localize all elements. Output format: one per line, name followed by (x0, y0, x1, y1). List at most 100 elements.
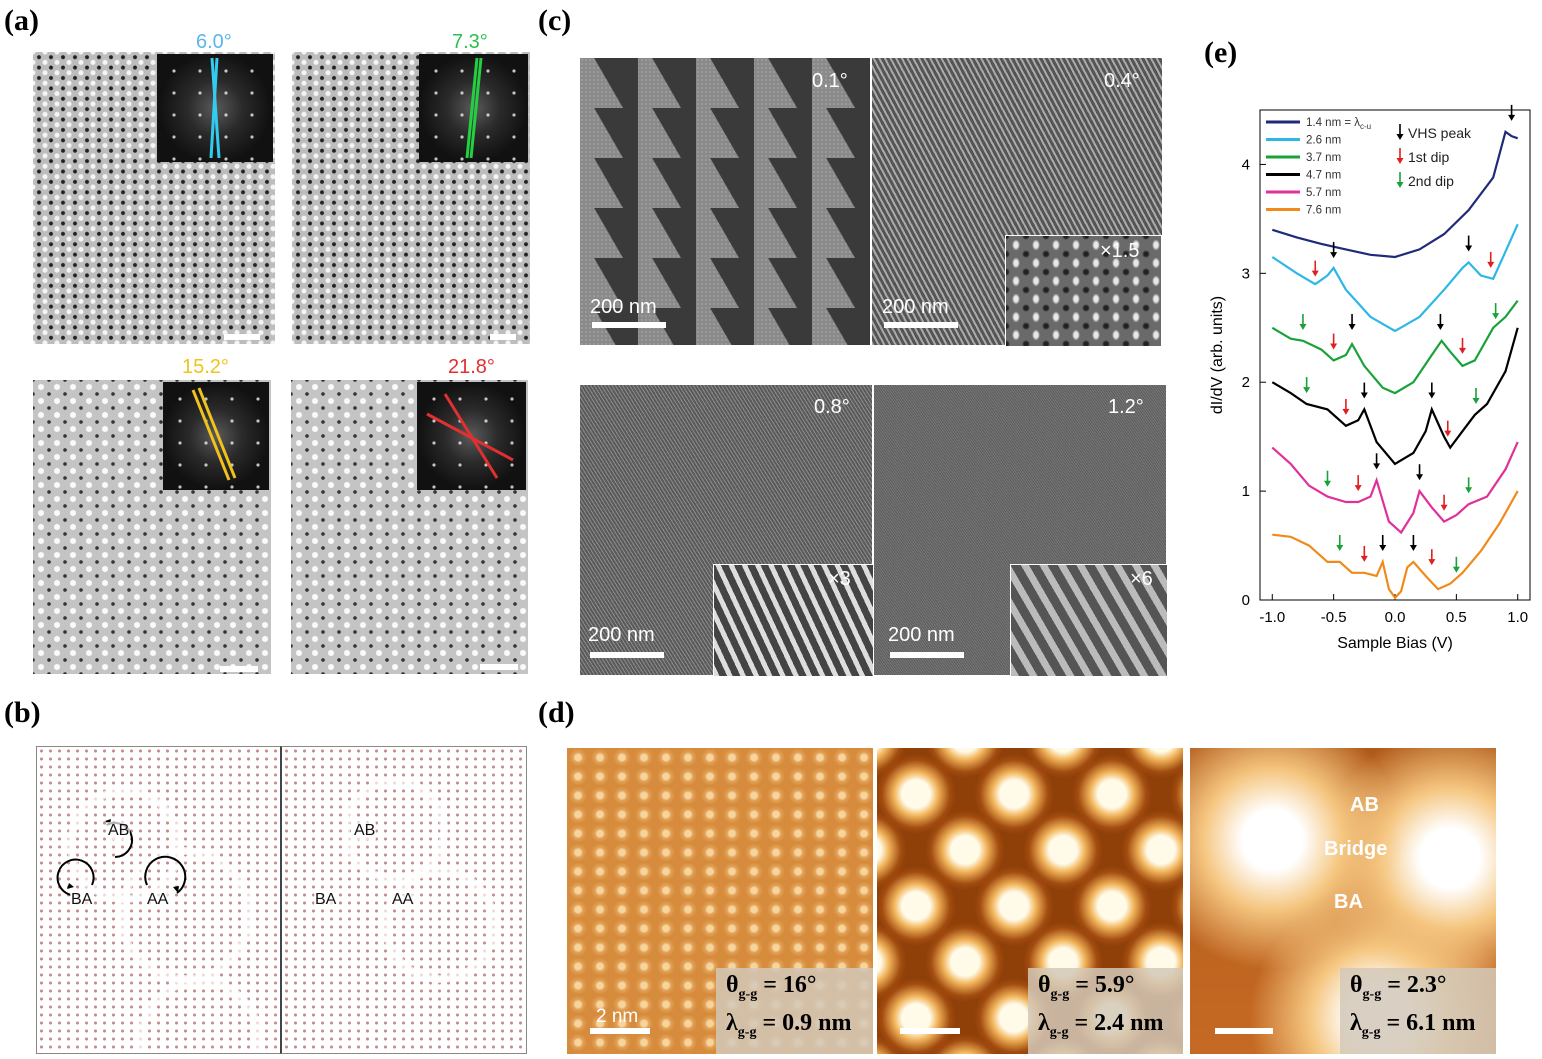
scale-bar-c3 (590, 652, 664, 658)
zoom-label-x3: ×3 (828, 568, 851, 590)
feature-arrow (1428, 549, 1436, 566)
panel-label-d: (d) (538, 696, 575, 729)
region-label-ab-left: AB (107, 822, 131, 840)
region-label-ab-right: AB (353, 822, 377, 840)
legend-label-0: 1.4 nm = λc-u (1306, 117, 1371, 131)
region-label-ba-left: BA (70, 891, 94, 909)
feature-arrow (1428, 382, 1436, 399)
stm-label-ab: AB (1350, 794, 1379, 816)
legend-label-4: 5.7 nm (1306, 187, 1341, 199)
feature-arrow (1330, 242, 1338, 259)
feature-arrow (1373, 453, 1381, 470)
feature-arrow (1436, 313, 1444, 330)
x-tick-label: 0.5 (1446, 609, 1467, 626)
feature-arrow (1472, 388, 1480, 404)
angle-label-21-8deg: 21.8° (448, 356, 495, 378)
series-line-3 (1271, 327, 1519, 466)
feature-arrow (1416, 464, 1424, 481)
y-tick-label: 3 (1242, 265, 1250, 282)
scale-bar-a1 (224, 334, 260, 340)
fft-inset-21-8deg (417, 382, 526, 490)
x-tick-label: 0.0 (1385, 609, 1406, 626)
y-tick-label: 0 (1242, 592, 1250, 609)
arrow-legend-label-1: 1st dip (1408, 149, 1449, 165)
arrow-legend-marker (1396, 148, 1404, 164)
legend-label-5: 7.6 nm (1306, 205, 1341, 217)
y-tick-label: 2 (1242, 374, 1250, 391)
feature-arrow (1342, 398, 1350, 415)
y-axis-label: dI/dV (arb. units) (1209, 296, 1226, 414)
feature-arrow (1354, 475, 1362, 492)
scale-text-c2: 200 nm (882, 296, 949, 318)
fft-inset-6deg (157, 54, 273, 162)
feature-arrow (1508, 104, 1516, 121)
feature-arrow (1444, 420, 1452, 437)
arrow-legend-label-0: VHS peak (1408, 125, 1472, 141)
feature-arrow (1409, 535, 1417, 551)
feature-arrow (1324, 470, 1331, 487)
region-label-aa-left: AA (146, 891, 170, 909)
series-line-0 (1271, 129, 1519, 259)
feature-arrow (1299, 313, 1307, 330)
y-tick-label: 4 (1242, 156, 1250, 173)
legend-label-2: 3.7 nm (1306, 152, 1341, 164)
x-axis-label: Sample Bias (V) (1337, 635, 1453, 652)
stm-label-bridge: Bridge (1324, 838, 1388, 860)
feature-arrow (1465, 235, 1473, 252)
parameter-box-16deg: θg-g = 16° λg-g = 0.9 nm (716, 968, 873, 1054)
zoom-inset-x3 (713, 564, 874, 677)
x-tick-label: -0.5 (1321, 609, 1347, 626)
arrow-legend-marker (1396, 124, 1404, 140)
feature-arrow (1336, 535, 1344, 551)
zoom-inset-x1-5 (1005, 235, 1162, 347)
angle-label-1-2deg: 1.2° (1108, 396, 1144, 418)
angle-label-7-3deg: 7.3° (452, 31, 488, 53)
feature-arrow (1487, 251, 1495, 268)
scale-bar-a2 (490, 334, 516, 340)
scale-bar-d3 (1215, 1028, 1273, 1034)
panel-label-a: (a) (4, 4, 39, 37)
angle-label-15-2deg: 15.2° (182, 356, 229, 378)
scale-bar-d1 (590, 1028, 650, 1034)
feature-arrow (1452, 556, 1460, 573)
stm-label-aa: AA (1251, 824, 1280, 846)
zoom-label-x1-5: ×1.5 (1100, 240, 1140, 262)
feature-arrow (1330, 333, 1338, 350)
series-line-5 (1272, 490, 1519, 600)
scale-bar-d2 (900, 1028, 960, 1034)
region-label-ba-right: BA (314, 891, 338, 909)
stm-label-ba: BA (1334, 891, 1363, 913)
arrow-legend-label-2: 2nd dip (1408, 173, 1454, 189)
legend-label-1: 2.6 nm (1306, 135, 1341, 147)
parameter-box-5-9deg: θg-g = 5.9° λg-g = 2.4 nm (1028, 968, 1183, 1054)
angle-label-0-4deg: 0.4° (1104, 70, 1140, 92)
feature-arrow (1311, 260, 1319, 277)
panel-label-b: (b) (4, 696, 41, 729)
scale-bar-c1 (592, 322, 666, 328)
fft-inset-15-2deg (163, 382, 269, 490)
angle-label-6deg: 6.0° (196, 31, 232, 53)
scale-bar-a3 (220, 666, 258, 672)
scale-bar-c2 (884, 322, 958, 328)
feature-arrow (1360, 545, 1368, 562)
series-line-4 (1271, 441, 1519, 535)
feature-arrow (1492, 303, 1500, 320)
x-tick-label: 1.0 (1507, 609, 1528, 626)
feature-arrow (1459, 337, 1466, 354)
feature-arrow (1440, 494, 1448, 511)
feature-arrow (1379, 535, 1387, 551)
feature-arrow (1360, 382, 1368, 399)
series-line-2 (1271, 299, 1519, 395)
scale-text-c3: 200 nm (588, 624, 655, 646)
arrow-legend-marker (1396, 172, 1404, 188)
zoom-label-x6: ×6 (1130, 568, 1153, 590)
feature-arrow (1348, 313, 1356, 330)
legend-label-3: 4.7 nm (1306, 170, 1341, 182)
feature-arrow (1303, 377, 1311, 394)
feature-arrow (1465, 477, 1473, 494)
scale-text-d1: 2 nm (596, 1006, 639, 1027)
y-tick-label: 1 (1242, 483, 1250, 500)
angle-label-0-8deg: 0.8° (814, 396, 850, 418)
scale-bar-a4 (480, 664, 518, 670)
scale-bar-c4 (890, 652, 964, 658)
